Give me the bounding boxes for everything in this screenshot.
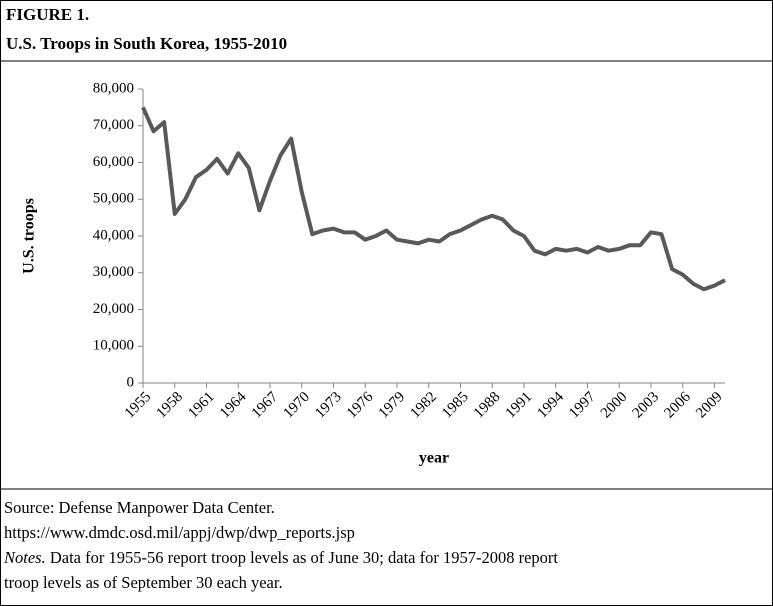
notes-label: Notes. [3,548,46,567]
figure-label: FIGURE 1. [6,5,89,24]
line-series [141,106,726,292]
x-tick-label: 1985 [439,389,472,422]
notes-text: Data for 1955-56 report troop levels as … [46,548,559,567]
y-tick-label: 0 [127,374,135,390]
y-tick-label: 80,000 [93,80,134,96]
x-tick-label: 1970 [280,389,313,422]
x-tick-label: 1955 [122,389,155,422]
source: Source: Defense Manpower Data Center. [4,498,275,517]
x-tick-label: 1994 [534,389,567,422]
x-tick-label: 1982 [407,389,440,422]
y-tick-label: 10,000 [93,338,134,354]
x-tick-label: 1979 [376,389,409,422]
x-tick-label: 1991 [503,389,536,422]
y-tick-label: 50,000 [93,191,134,207]
x-tick-label: 2003 [630,389,663,422]
chart-title: U.S. Troops in South Korea, 1955-2010 [6,34,287,53]
y-tick-label: 60,000 [93,154,134,170]
x-tick-label: 1964 [217,389,250,422]
x-tick-label: 1976 [344,389,377,422]
x-tick-label: 1967 [249,389,282,422]
x-tick-label: 1958 [153,389,186,422]
x-tick-label: 1988 [471,389,504,422]
x-tick-label: 1997 [566,389,599,422]
y-tick-label: 40,000 [93,227,134,243]
y-tick-label: 70,000 [93,117,134,133]
y-tick-label: 20,000 [93,301,134,317]
x-tick-label: 2006 [661,389,694,422]
x-tick-label: 2009 [693,389,726,422]
x-axis-label: year [419,450,449,467]
notes-text: troop levels as of September 30 each yea… [4,573,283,592]
url: https://www.dmdc.osd.mil/appj/dwp/dwp_re… [4,523,355,542]
x-tick-label: 2000 [598,389,631,422]
notes: Notes. Data for 1955-56 report troop lev… [3,548,558,567]
x-tick-label: 1973 [312,389,345,422]
y-tick-label: 30,000 [93,264,134,280]
y-axis-label: U.S. troops [21,198,38,274]
x-tick-label: 1961 [185,389,218,422]
